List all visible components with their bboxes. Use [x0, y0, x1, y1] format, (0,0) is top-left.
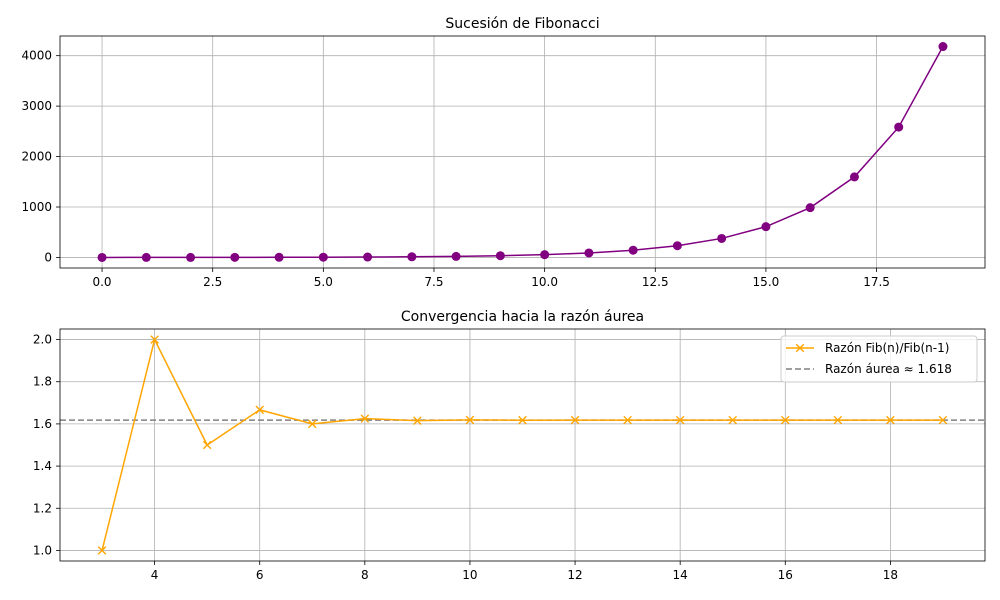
x-tick-label: 14 [673, 568, 688, 582]
x-tick-label: 12.5 [642, 275, 669, 289]
data-point [230, 252, 240, 262]
data-point [938, 42, 948, 52]
data-point [833, 415, 843, 425]
y-tick-label: 1000 [21, 200, 52, 214]
data-point [307, 419, 317, 429]
data-point [363, 252, 373, 262]
x-tick-label: 15.0 [753, 275, 780, 289]
data-point [97, 252, 107, 262]
data-point [274, 252, 284, 262]
data-point [570, 415, 580, 425]
x-tick-label: 8 [361, 568, 369, 582]
data-point [886, 415, 895, 425]
ratio-chart-title: Convergencia hacia la razón áurea [401, 309, 644, 325]
x-tick-label: 10 [462, 568, 477, 582]
data-point [761, 222, 771, 232]
data-point [150, 335, 159, 344]
data-point [255, 405, 265, 415]
y-tick-label: 3000 [21, 99, 52, 113]
data-point [360, 414, 370, 423]
y-tick-label: 4000 [21, 49, 52, 63]
data-point [518, 415, 527, 425]
x-tick-label: 6 [256, 568, 264, 582]
y-tick-label: 1.4 [33, 459, 52, 473]
legend-label-golden: Razón áurea ≈ 1.618 [825, 362, 952, 376]
y-tick-label: 2000 [21, 150, 52, 164]
x-tick-label: 5.0 [314, 275, 333, 289]
x-tick-label: 2.5 [203, 275, 222, 289]
data-point [672, 241, 682, 251]
data-point [717, 233, 727, 243]
x-tick-label: 7.5 [424, 275, 443, 289]
y-tick-label: 1.0 [33, 543, 52, 557]
data-point [451, 251, 461, 261]
legend-marker-ratio [795, 343, 805, 353]
series-line [102, 46, 944, 259]
data-point [805, 203, 815, 213]
data-point [628, 245, 638, 255]
fibonacci-chart-title: Sucesión de Fibonacci [445, 16, 599, 32]
data-point [465, 415, 475, 425]
data-point [780, 415, 790, 425]
data-point [495, 251, 505, 261]
ratio-legend: Razón Fib(n)/Fib(n-1) Razón áurea ≈ 1.61… [780, 335, 978, 383]
data-point [728, 415, 738, 425]
ratio-series [97, 335, 948, 555]
x-tick-label: 17.5 [863, 275, 890, 289]
ratio-ticks: 4 6 8 10 12 14 16 18 1.0 1.2 1.4 1.6 1.8 2.0 [33, 333, 898, 582]
data-point [202, 440, 212, 450]
y-tick-label: 2.0 [33, 333, 52, 347]
data-point [675, 415, 685, 425]
data-point [141, 252, 151, 262]
data-point [186, 252, 196, 262]
legend-box [780, 335, 978, 383]
y-tick-label: 1.6 [33, 417, 52, 431]
legend-marker-x [795, 343, 805, 353]
fibonacci-ticks: 0.0 2.5 5.0 7.5 10.0 12.5 15.0 17.5 0 1000 2000 300… [21, 49, 889, 289]
fibonacci-chart: Sucesión de Fibonacci 0.0 2.5 5.0 7.5 10.0 12… [21, 16, 986, 289]
fibonacci-series [97, 42, 948, 262]
ratio-chart: Convergencia hacia la razón áurea 4 6 8 10 1… [33, 309, 986, 582]
y-tick-label: 1.8 [33, 375, 52, 389]
data-point [584, 248, 594, 258]
data-point [540, 250, 550, 260]
data-point [407, 252, 417, 262]
x-tick-label: 12 [567, 568, 582, 582]
x-tick-label: 0.0 [92, 275, 111, 289]
data-point [894, 122, 904, 132]
x-tick-label: 18 [883, 568, 898, 582]
data-point [938, 415, 948, 425]
fibonacci-axes-frame [59, 35, 986, 269]
data-point [97, 546, 107, 555]
y-tick-label: 0 [44, 250, 52, 264]
data-point [849, 172, 859, 182]
data-point [318, 252, 328, 262]
legend-label-ratio: Razón Fib(n)/Fib(n-1) [825, 341, 949, 355]
x-tick-label: 4 [151, 568, 159, 582]
ratio-axes-frame [59, 328, 986, 562]
x-tick-label: 16 [778, 568, 793, 582]
x-tick-label: 10.0 [531, 275, 558, 289]
data-point [413, 416, 422, 425]
y-tick-label: 1.2 [33, 501, 52, 515]
data-point [623, 415, 632, 425]
